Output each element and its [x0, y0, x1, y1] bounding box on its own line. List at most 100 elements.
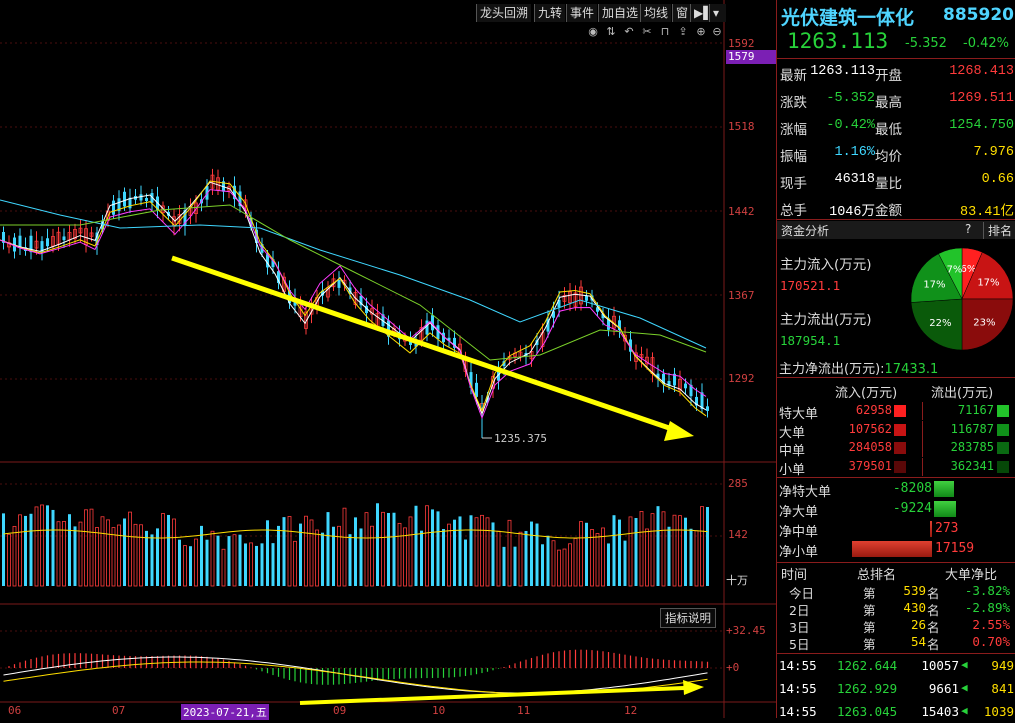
- flow-label: 中单: [779, 444, 806, 459]
- export-icon[interactable]: ⇪: [678, 25, 688, 38]
- volume-bar: [706, 507, 709, 586]
- volume-bar: [535, 523, 539, 586]
- divider: [922, 439, 923, 457]
- tick-row: 14:55 1262.929 9661 ◀ 841: [777, 677, 1015, 700]
- flow-label: 特大单: [779, 407, 819, 422]
- price-tick: 1367: [728, 289, 755, 302]
- date-label: 06: [8, 704, 22, 717]
- lock-icon[interactable]: ⊓: [660, 25, 670, 38]
- kline-chart[interactable]: [0, 0, 776, 718]
- candle-body: [353, 291, 358, 305]
- volume-bar: [667, 526, 671, 586]
- candle-body: [381, 314, 385, 326]
- volume-bar: [56, 521, 61, 587]
- candle-body: [95, 232, 99, 246]
- volume-bar: [100, 516, 105, 587]
- flow-in-swatch: [894, 460, 906, 473]
- toolbar-button-longtou[interactable]: 龙头回溯: [476, 4, 532, 22]
- flow-in-value: 62958: [855, 403, 892, 417]
- stock-price: 1263.113: [787, 29, 889, 53]
- candle-body: [475, 382, 478, 397]
- volume-bar: [518, 531, 523, 587]
- quote-value: 1269.511: [949, 91, 1014, 106]
- divider: [777, 562, 1015, 563]
- candle-body: [453, 337, 456, 348]
- volume-bar: [612, 515, 616, 586]
- flow-row: 特大单 62958 71167: [777, 402, 1015, 422]
- candle-body: [145, 197, 148, 201]
- kline-chart-area[interactable]: 龙头回溯 九转 事件 加自选 均线 窗 ▶▌ ▾ ◉ ⇅ ↶ ✂ ⊓ ⇪ ⊕ ⊖…: [0, 0, 778, 720]
- candle-body: [700, 392, 704, 409]
- main-outflow-value: 187954.1: [780, 333, 841, 348]
- quote-row: 现手 46318 量比 0.66: [777, 167, 1015, 194]
- zoom-in-icon[interactable]: ⊕: [696, 25, 706, 38]
- pie-slice: [910, 253, 963, 303]
- main-inflow-label: 主力流入(万元): [780, 257, 872, 273]
- help-icon[interactable]: ?: [965, 222, 972, 236]
- volume-bar: [694, 530, 699, 587]
- candle-body: [502, 361, 506, 367]
- zoom-out-icon[interactable]: ⊖: [712, 25, 722, 38]
- undo-icon[interactable]: ↶: [624, 25, 634, 38]
- candle-body: [321, 290, 324, 296]
- rank-period: 3日: [789, 620, 810, 635]
- rank-ratio: 0.70%: [972, 634, 1010, 649]
- volume-bar: [24, 515, 27, 586]
- candle-body: [89, 232, 94, 237]
- volume-bar: [255, 545, 258, 586]
- pie-slice-label: 17%: [923, 280, 945, 291]
- pie-slice: [961, 251, 1014, 300]
- candle-body: [387, 320, 390, 337]
- candle-body: [117, 198, 121, 212]
- date-label: 09: [333, 704, 347, 717]
- volume-bar: [156, 528, 159, 586]
- flow-row: 大单 107562 116787: [777, 420, 1015, 441]
- volume-bar: [684, 517, 687, 586]
- toolbar-button-add-watch[interactable]: 加自选: [598, 4, 642, 22]
- volume-bar: [150, 534, 154, 586]
- volume-unit: 十万: [726, 574, 748, 587]
- net-label: 净中单: [779, 525, 819, 540]
- dropdown-icon[interactable]: ▾: [709, 4, 726, 22]
- candle-body: [639, 354, 644, 359]
- volume-bar: [342, 507, 347, 587]
- rank-row: 3日 第 26 名 2.55%: [777, 616, 1015, 635]
- volume-bar: [266, 520, 269, 586]
- toolbar-button-window[interactable]: 窗: [672, 4, 692, 22]
- toolbar-button-event[interactable]: 事件: [566, 4, 598, 22]
- eye-icon[interactable]: ◉: [588, 25, 598, 38]
- volume-bar: [260, 543, 264, 586]
- rank-button[interactable]: 排名: [983, 222, 1012, 239]
- volume-bar: [376, 503, 379, 586]
- rank-period: 今日: [789, 586, 815, 601]
- main-inflow-value: 170521.1: [780, 278, 841, 293]
- toolbar-button-jiuzhuan[interactable]: 九转: [534, 4, 566, 22]
- volume-tick: 142: [728, 528, 748, 541]
- volume-bar: [271, 543, 275, 586]
- divider: [922, 402, 923, 420]
- rank-prefix: 第: [863, 603, 876, 618]
- tick-time: 14:55: [779, 704, 817, 719]
- candle-body: [238, 191, 242, 207]
- stock-change-pct: -0.42%: [963, 36, 1009, 51]
- col-inflow-header: 流入(万元): [835, 386, 898, 401]
- flow-in-value: 284058: [848, 440, 892, 454]
- candle-body: [667, 380, 671, 386]
- quote-label: 总手: [780, 203, 807, 219]
- tick-count: 1039: [983, 704, 1014, 719]
- cut-icon[interactable]: ✂: [642, 25, 652, 38]
- ma-line-mid: [0, 204, 707, 361]
- candle-body: [425, 320, 429, 335]
- drag-icon[interactable]: ⇅: [606, 25, 616, 38]
- candle-body: [419, 327, 424, 341]
- candle-body: [73, 229, 77, 240]
- candle-body: [62, 236, 66, 241]
- candle-body: [497, 367, 500, 381]
- candle-body: [150, 193, 154, 203]
- trend-arrow-indicator: [299, 680, 704, 705]
- candle-body: [337, 280, 341, 288]
- rank-number: 539: [903, 583, 926, 598]
- candle-body: [139, 194, 143, 201]
- indicator-explain-button[interactable]: 指标说明: [660, 608, 716, 628]
- toolbar-button-ma[interactable]: 均线: [640, 4, 672, 22]
